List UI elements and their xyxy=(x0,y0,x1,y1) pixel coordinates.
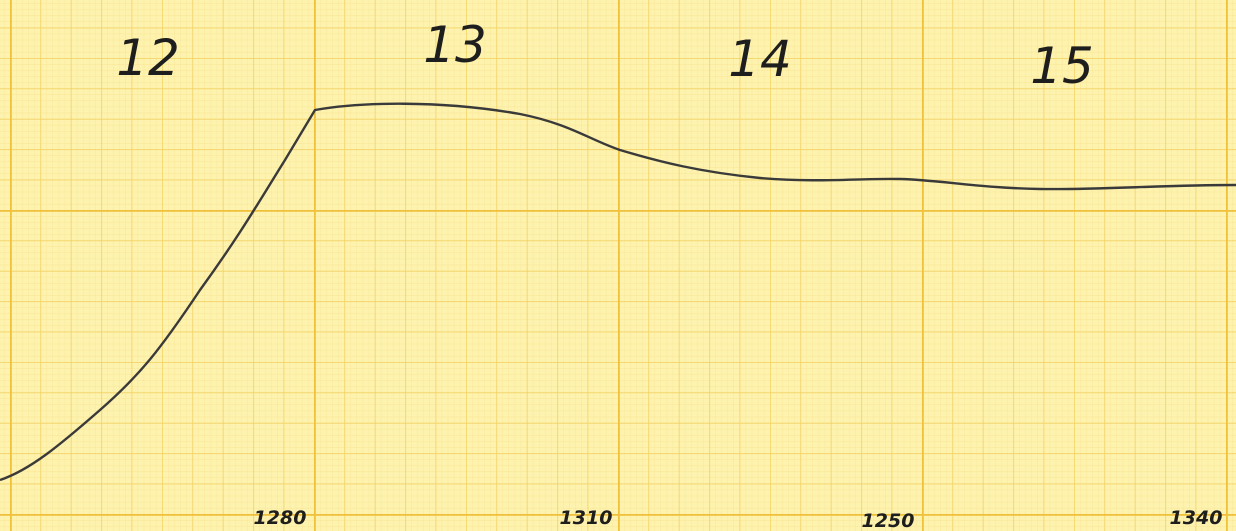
graph-paper: 12 13 14 15 1280 1310 1250 1340 xyxy=(0,0,1236,531)
axis-label: 1340 xyxy=(1170,507,1223,529)
axis-label: 1310 xyxy=(560,507,613,529)
axis-label: 1280 xyxy=(254,507,307,529)
axis-label: 1250 xyxy=(862,510,915,531)
period-label: 14 xyxy=(728,30,792,88)
period-label: 12 xyxy=(116,29,180,87)
period-label: 15 xyxy=(1030,37,1094,95)
page: 12 13 14 15 1280 1310 1250 1340 (() => {… xyxy=(0,0,1236,531)
period-label: 13 xyxy=(423,16,487,74)
